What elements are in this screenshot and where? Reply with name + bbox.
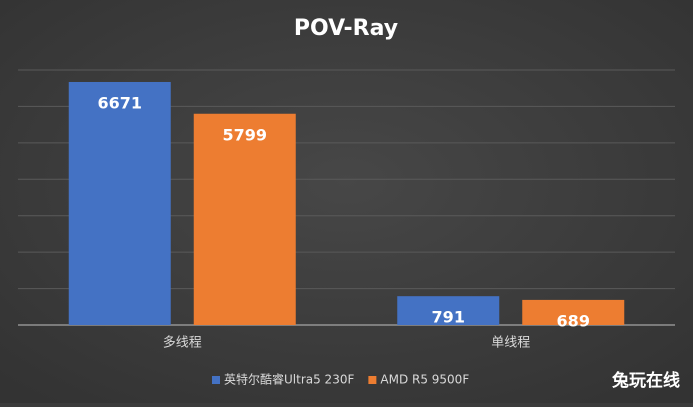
watermark: 兔玩在线 [611,370,680,391]
legend-label: AMD R5 9500F [380,373,469,387]
data-label: 5799 [222,125,267,144]
x-tick-label: 单线程 [491,336,530,351]
bar [397,296,500,325]
bar [68,81,171,325]
data-label: 689 [557,311,590,330]
bar [522,299,625,325]
x-tick-label: 多线程 [163,335,202,351]
data-label: 791 [432,308,465,327]
bar [193,113,296,325]
legend-label: 英特尔酷睿Ultra5 230F [224,372,354,387]
legend-swatch [212,376,220,384]
data-label: 6671 [97,93,142,112]
chart-title: POV-Ray [294,16,398,41]
legend-swatch [368,376,377,384]
